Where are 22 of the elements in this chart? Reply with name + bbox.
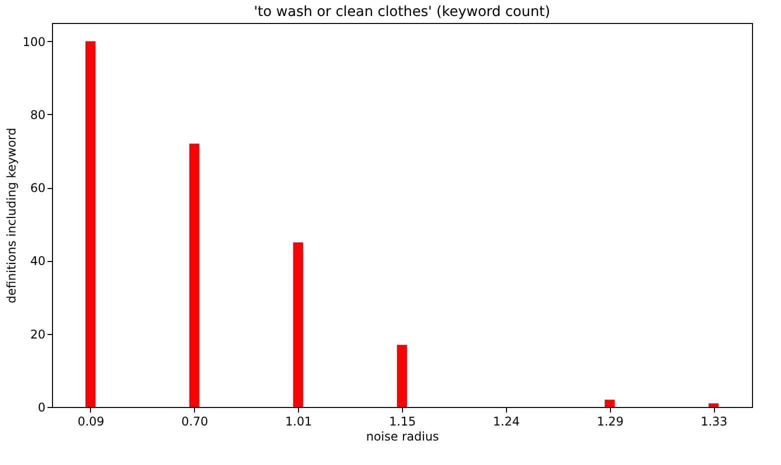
x-axis-title: noise radius (366, 430, 439, 444)
y-tick-label: 40 (30, 254, 46, 268)
bar (604, 400, 615, 407)
bar (189, 144, 200, 407)
y-tick-label: 20 (30, 327, 46, 342)
bar (85, 41, 96, 407)
x-tick-label: 1.29 (596, 414, 624, 428)
x-tick-label: 1.01 (285, 414, 312, 428)
bar (293, 242, 304, 407)
x-tick-label: 0.09 (78, 414, 104, 428)
x-tick-label: 1.24 (493, 414, 520, 428)
y-tick-label: 80 (30, 108, 46, 122)
x-tick-label: 1.33 (700, 414, 728, 428)
y-tick-label: 60 (30, 181, 46, 196)
y-tick-label: 0 (38, 400, 46, 414)
x-tick-label: 1.15 (389, 414, 416, 428)
y-axis-title: definitions including keyword (4, 128, 19, 304)
bar (708, 403, 719, 407)
bar (397, 344, 407, 407)
chart-title: 'to wash or clean clothes' (keyword count) (254, 4, 550, 20)
y-tick-label: 100 (22, 34, 46, 49)
x-tick-label: 0.70 (181, 414, 208, 428)
